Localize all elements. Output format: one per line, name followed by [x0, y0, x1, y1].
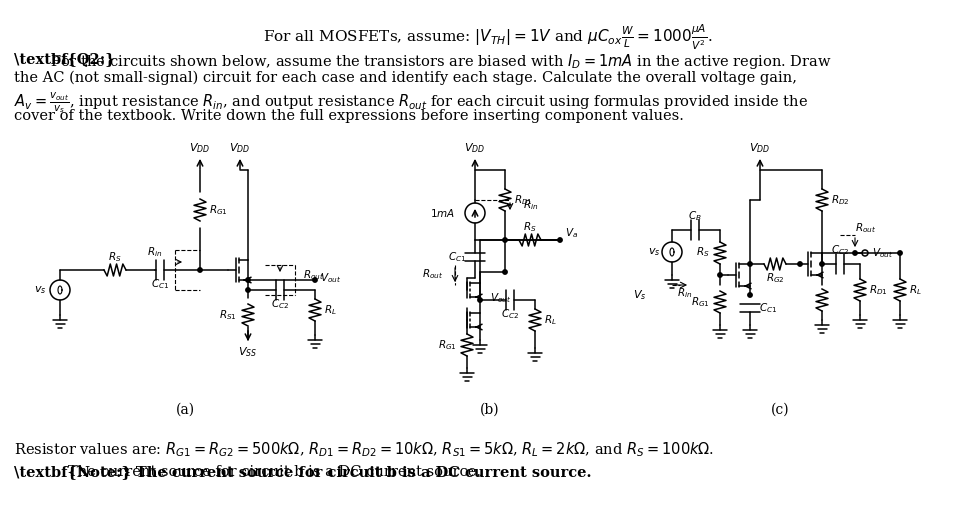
Text: The current source for circuit b is a DC current source.: The current source for circuit b is a DC… [68, 465, 481, 479]
Text: $C_B$: $C_B$ [688, 209, 702, 223]
Text: $R_{G1}$: $R_{G1}$ [209, 203, 227, 217]
Text: $V_{out}$: $V_{out}$ [872, 246, 893, 260]
Text: \textbf{Note:} The current source for circuit b is a DC current source.: \textbf{Note:} The current source for ci… [14, 465, 591, 479]
Text: $C_{C2}$: $C_{C2}$ [271, 297, 289, 311]
Text: $R_S$: $R_S$ [108, 250, 122, 264]
Text: $R_{in}$: $R_{in}$ [147, 245, 163, 259]
Circle shape [503, 238, 508, 242]
Text: $R_L$: $R_L$ [324, 303, 337, 317]
Text: $V_{DD}$: $V_{DD}$ [229, 141, 251, 155]
Circle shape [198, 268, 202, 272]
Text: $1mA$: $1mA$ [429, 207, 455, 219]
Text: $R_L$: $R_L$ [909, 283, 921, 297]
Text: $v_s$: $v_s$ [647, 246, 660, 258]
Text: cover of the textbook. Write down the full expressions before inserting componen: cover of the textbook. Write down the fu… [14, 109, 684, 123]
Text: $C_{C2}$: $C_{C2}$ [831, 243, 849, 257]
Text: $V_s$: $V_s$ [633, 288, 647, 302]
Text: For the circuits shown below, assume the transistors are biased with $I_D = 1mA$: For the circuits shown below, assume the… [50, 52, 832, 71]
Circle shape [312, 278, 317, 282]
Text: $R_S$: $R_S$ [697, 245, 710, 259]
Text: $V_{DD}$: $V_{DD}$ [750, 141, 771, 155]
Circle shape [898, 251, 902, 255]
Text: $V_{SS}$: $V_{SS}$ [238, 345, 258, 359]
Text: \textbf{Q2:}: \textbf{Q2:} [14, 52, 114, 66]
Text: $v_s$: $v_s$ [33, 284, 46, 296]
Text: $V_{out}$: $V_{out}$ [320, 271, 342, 285]
Text: $R_{in}$: $R_{in}$ [523, 198, 539, 212]
Text: $R_{out}$: $R_{out}$ [303, 268, 324, 282]
Text: $C_{C1}$: $C_{C1}$ [448, 250, 467, 264]
Text: Resistor values are: $R_{G1} = R_{G2} = 500k\Omega$, $R_{D1} = R_{D2} = 10k\Omeg: Resistor values are: $R_{G1} = R_{G2} = … [14, 440, 714, 458]
Circle shape [797, 262, 802, 266]
Circle shape [820, 262, 824, 266]
Text: (b): (b) [480, 403, 500, 417]
Text: $R_{out}$: $R_{out}$ [855, 221, 876, 235]
Text: For all MOSFETs, assume: $|V_{TH}| = 1V$ and $\mu C_{ox}\frac{W}{L} = 1000\frac{: For all MOSFETs, assume: $|V_{TH}| = 1V$… [264, 22, 712, 51]
Circle shape [717, 273, 722, 277]
Circle shape [853, 251, 857, 255]
Circle shape [478, 298, 482, 302]
Text: $C_{C2}$: $C_{C2}$ [501, 307, 519, 321]
Text: (c): (c) [771, 403, 790, 417]
Circle shape [558, 238, 562, 242]
Text: $R_{S1}$: $R_{S1}$ [219, 308, 237, 322]
Text: $C_{C1}$: $C_{C1}$ [759, 301, 777, 315]
Text: $R_L$: $R_L$ [544, 313, 556, 327]
Text: $R_{G1}$: $R_{G1}$ [691, 295, 710, 309]
Text: $V_{DD}$: $V_{DD}$ [189, 141, 211, 155]
Text: (a): (a) [176, 403, 194, 417]
Text: $V_a$: $V_a$ [565, 226, 578, 240]
Circle shape [503, 270, 508, 274]
Text: $C_{C1}$: $C_{C1}$ [151, 277, 169, 291]
Text: $R_{out}$: $R_{out}$ [422, 267, 443, 281]
Text: $V_{DD}$: $V_{DD}$ [465, 141, 486, 155]
Text: $V_{out}$: $V_{out}$ [490, 291, 511, 305]
Circle shape [748, 293, 752, 297]
Text: $R_{D1}$: $R_{D1}$ [869, 283, 887, 297]
Circle shape [748, 262, 752, 266]
Text: $R_{in}$: $R_{in}$ [677, 286, 693, 300]
Text: $A_v = \frac{v_{out}}{v_s}$, input resistance $R_{in}$, and output resistance $R: $A_v = \frac{v_{out}}{v_s}$, input resis… [14, 90, 808, 115]
Circle shape [246, 278, 250, 282]
Text: $R_{D2}$: $R_{D2}$ [831, 193, 849, 207]
Text: $R_{G1}$: $R_{G1}$ [437, 338, 457, 352]
Text: the AC (not small-signal) circuit for each case and identify each stage. Calcula: the AC (not small-signal) circuit for ea… [14, 71, 797, 85]
Text: $R_S$: $R_S$ [523, 220, 537, 234]
Text: $R_{D1}$: $R_{D1}$ [513, 193, 532, 207]
Circle shape [246, 288, 250, 292]
Text: $R_{G2}$: $R_{G2}$ [765, 271, 785, 285]
